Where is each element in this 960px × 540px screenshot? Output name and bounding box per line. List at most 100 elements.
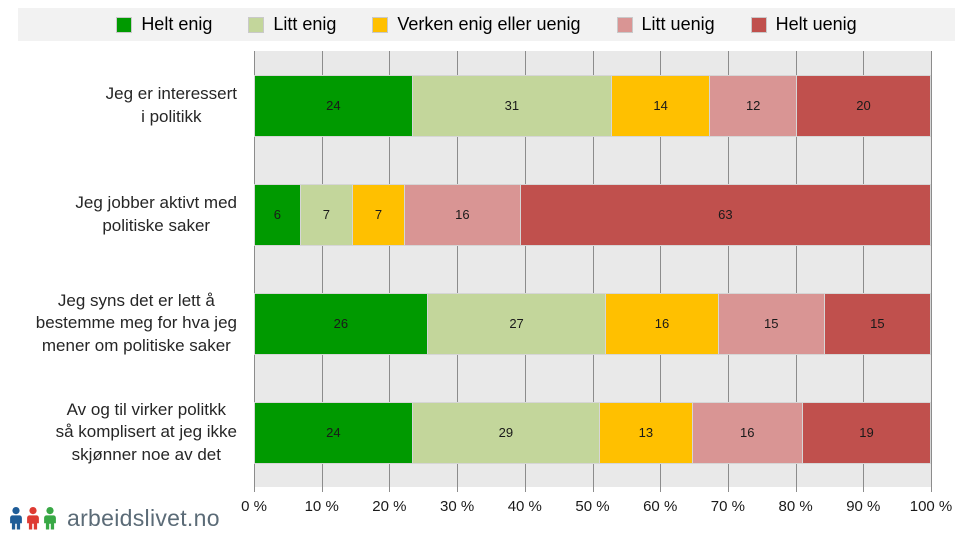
gridline xyxy=(457,51,459,492)
category-label-cell: Jeg er interessert i politikk xyxy=(0,51,246,160)
logo: arbeidslivet.no xyxy=(8,502,220,535)
plot-area: 24 31 14 12 20 6 7 7 16 63 26 27 16 15 15 24 29 13 16 19 xyxy=(254,51,932,492)
people-icon xyxy=(10,507,56,530)
bar-segment: 13 xyxy=(599,401,693,464)
gridline xyxy=(931,51,932,492)
x-axis-tick-label: 70 % xyxy=(710,498,745,515)
stacked-bar: 24 29 13 16 19 xyxy=(254,401,932,464)
bar-value-label: 13 xyxy=(638,425,654,440)
bar-segment: 27 xyxy=(426,292,607,355)
legend-item-label: Litt enig xyxy=(273,14,337,34)
x-axis-tick-label: 10 % xyxy=(304,498,339,515)
legend-item: Helt enig xyxy=(116,14,212,35)
bar-value-label: 16 xyxy=(740,425,755,440)
bar-segment: 7 xyxy=(351,183,406,246)
x-axis-tick-label: 30 % xyxy=(439,498,475,515)
category-label: Av og til virker politkk så komplisert at… xyxy=(55,399,237,464)
logo-text: arbeidslivet.no xyxy=(67,505,220,531)
bar-row: 24 29 13 16 19 xyxy=(254,378,932,487)
bar-segment: 19 xyxy=(801,401,932,464)
bar-segment: 12 xyxy=(709,74,797,137)
x-axis-tick-label: 0 % xyxy=(241,498,267,515)
legend-item-label: Helt uenig xyxy=(775,14,857,34)
gridline xyxy=(592,51,594,492)
gridline xyxy=(727,51,729,492)
bar-segment: 7 xyxy=(299,183,353,246)
bar-rows: 24 31 14 12 20 6 7 7 16 63 26 27 16 15 15 24 29 13 16 19 xyxy=(254,51,932,487)
bar-row: 24 31 14 12 20 xyxy=(254,51,931,160)
bar-segment: 63 xyxy=(519,183,931,246)
stacked-bar: 26 27 16 15 15 xyxy=(254,292,931,355)
bar-segment: 29 xyxy=(411,401,601,464)
x-axis-tick-label: 100 % xyxy=(909,498,953,515)
bar-value-label: 16 xyxy=(654,316,670,331)
bar-value-label: 31 xyxy=(504,98,520,113)
category-label: Jeg er interessert i politikk xyxy=(105,84,237,126)
bar-value-label: 6 xyxy=(273,207,282,222)
bar-segment: 15 xyxy=(823,292,931,355)
gridline xyxy=(795,51,797,492)
legend-swatch-icon xyxy=(616,16,633,33)
x-axis-tick-label: 80 % xyxy=(778,498,813,515)
x-axis-tick-label: 50 % xyxy=(575,498,610,515)
stacked-bar: 6 7 7 16 63 xyxy=(254,183,931,246)
bar-value-label: 7 xyxy=(374,207,383,222)
x-axis-tick-label: 60 % xyxy=(643,498,678,515)
bar-segment: 15 xyxy=(717,292,825,355)
bar-value-label: 7 xyxy=(322,207,330,222)
legend-item-label: Verken enig eller uenig xyxy=(397,14,581,34)
legend-item: Verken enig eller uenig xyxy=(372,14,581,35)
bar-segment: 20 xyxy=(795,74,931,137)
legend-item-label: Litt uenig xyxy=(641,14,715,34)
bar-value-label: 12 xyxy=(745,98,761,113)
legend-item: Litt uenig xyxy=(616,14,715,35)
x-axis-tick-label: 20 % xyxy=(372,498,407,515)
bar-segment: 16 xyxy=(691,401,803,464)
gridline xyxy=(389,51,391,492)
bar-value-label: 63 xyxy=(718,207,733,222)
bar-segment: 31 xyxy=(411,74,612,137)
x-axis: 0 % 10 % 20 % 30 % 40 % 50 % 60 % 70 % 80 % 90 % 1… xyxy=(241,498,952,522)
category-label-cell: Av og til virker politkk så komplisert at… xyxy=(0,378,246,487)
bar-value-label: 20 xyxy=(856,98,871,113)
category-labels: Jeg er interessert i politikk Jeg jobber a… xyxy=(0,51,246,487)
bar-value-label: 15 xyxy=(870,316,885,331)
category-label-cell: Jeg syns det er lett å bestemme meg for h… xyxy=(0,269,246,378)
bar-segment: 26 xyxy=(254,292,428,355)
bar-value-label: 29 xyxy=(498,425,514,440)
bar-value-label: 16 xyxy=(455,207,470,222)
gridline xyxy=(660,51,662,492)
gridline xyxy=(254,51,255,492)
bar-value-label: 24 xyxy=(326,98,341,113)
bar-value-label: 24 xyxy=(326,425,341,440)
bar-segment: 16 xyxy=(605,292,719,355)
x-axis-tick-label: 90 % xyxy=(846,498,881,515)
legend: Helt enig Litt enig Verken enig eller ueni… xyxy=(18,8,955,41)
bar-value-label: 15 xyxy=(763,316,779,331)
category-label-cell: Jeg jobber aktivt med politiske saker xyxy=(0,160,246,269)
stacked-bar: 24 31 14 12 20 xyxy=(254,74,931,137)
bar-segment: 16 xyxy=(404,183,521,246)
x-axis-tick-label: 40 % xyxy=(507,498,542,515)
gridline xyxy=(524,51,526,492)
bar-segment: 14 xyxy=(610,74,711,137)
bar-value-label: 14 xyxy=(653,98,668,113)
legend-swatch-icon xyxy=(116,16,133,33)
bar-segment: 24 xyxy=(254,74,413,137)
bar-value-label: 26 xyxy=(333,316,349,331)
gridline xyxy=(863,51,865,492)
bar-segment: 6 xyxy=(254,183,301,246)
bar-segment: 24 xyxy=(254,401,413,464)
bar-row: 6 7 7 16 63 xyxy=(254,160,931,269)
bar-value-label: 19 xyxy=(859,425,874,440)
legend-item: Helt uenig xyxy=(750,14,857,35)
gridline xyxy=(321,51,323,492)
category-label: Jeg jobber aktivt med politiske saker xyxy=(75,193,237,235)
bar-row: 26 27 16 15 15 xyxy=(254,269,931,378)
category-label: Jeg syns det er lett å bestemme meg for h… xyxy=(35,290,237,355)
legend-swatch-icon xyxy=(372,16,389,33)
bar-value-label: 27 xyxy=(509,316,524,331)
legend-swatch-icon xyxy=(248,16,265,33)
legend-swatch-icon xyxy=(750,16,767,33)
